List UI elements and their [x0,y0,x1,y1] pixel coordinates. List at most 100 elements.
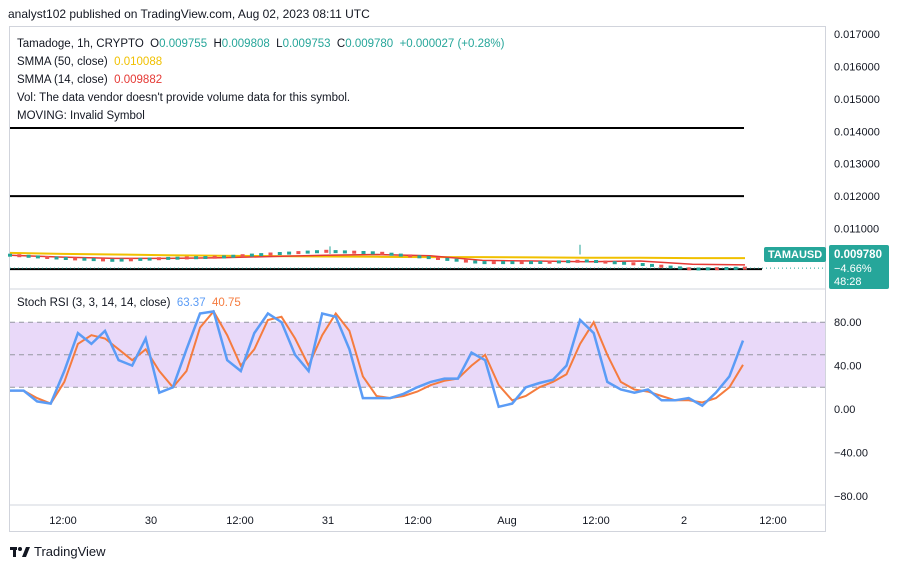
candle [584,259,589,263]
candle [240,254,245,258]
candle [705,267,710,271]
candle [361,251,366,254]
high-label: H [213,38,222,50]
price-axis-tick: 0.015000 [834,94,880,106]
candle [45,256,50,259]
candle [82,257,87,261]
candle [26,254,31,258]
candle [147,257,152,261]
candle [101,258,105,262]
candle [138,257,143,261]
candle [463,259,468,263]
price-badge-change: −4.66% [834,263,872,275]
time-axis-tick: Aug [497,515,517,527]
candle [352,250,357,254]
candle [454,258,459,262]
smma50-value: 0.010088 [114,56,163,68]
stoch-axis-tick: 40.00 [834,361,862,373]
candle [622,261,627,265]
main-legend: Tamadoge, 1h, CRYPTO O0.009755 H0.009808… [17,35,504,125]
ticker-badge-text: TAMAUSD [768,249,822,261]
candle [184,256,189,260]
candle [287,251,292,255]
candle [556,260,561,264]
change-value: +0.000027 (+0.28%) [399,38,505,50]
candle [212,255,217,259]
candle [259,253,264,257]
candle [268,252,273,256]
candle [119,258,124,262]
candle [389,252,394,256]
price-axis-tick: 0.013000 [834,159,880,171]
price-axis-tick: 0.016000 [834,61,880,73]
candle [203,256,208,259]
time-axis-tick: 30 [145,515,157,527]
candle [650,263,654,267]
volume-row: Vol: The data vendor doesn't provide vol… [17,92,351,104]
time-axis-tick: 12:00 [759,515,787,527]
candle [91,258,96,262]
candle [538,261,543,264]
candle [305,250,310,254]
candle [324,249,329,253]
chart-frame [9,26,826,532]
candle [54,256,59,260]
time-axis-tick: 12:00 [49,515,77,527]
candle [398,253,403,257]
candle [194,256,199,260]
symbol-label[interactable]: Tamadoge, 1h, CRYPTO [17,38,144,50]
candle [426,256,431,260]
candle [677,266,682,270]
candle [519,261,524,265]
smma14-value: 0.009882 [114,74,163,86]
open-label: O [150,38,160,50]
price-axis-tick: 0.017000 [834,29,880,41]
price-axis-tick: 0.014000 [834,126,880,138]
time-axis-tick: 12:00 [226,515,254,527]
ticker-badge [764,247,826,262]
stoch-axis-tick: 80.00 [834,317,862,329]
candle [333,250,338,254]
ohlc-row: Tamadoge, 1h, CRYPTO O0.009755 H0.009808… [17,35,504,53]
smma50-row[interactable]: SMMA (50, close) 0.010088 [17,53,504,71]
candle [603,260,608,264]
candle [249,253,254,257]
stoch-axis-tick: −80.00 [834,491,868,503]
candle [110,258,115,262]
candle [156,257,161,261]
candle [445,257,450,261]
candle [277,252,282,255]
candle [175,256,180,260]
candle [529,261,533,265]
candle [370,251,375,255]
candle [417,255,422,259]
stoch-d-value: 40.75 [211,297,241,309]
smma14-row[interactable]: SMMA (14, close) 0.009882 [17,71,504,89]
candle [612,261,617,265]
price-axis-tick: 0.011000 [834,224,879,236]
stoch-legend[interactable]: Stoch RSI (3, 3, 14, 14, close) 63.37 40… [17,297,241,309]
footer-brand[interactable]: TradingView [10,544,106,559]
candle [436,257,440,260]
time-axis-tick: 12:00 [404,515,432,527]
price-badge [829,245,889,289]
candle [696,267,701,271]
stoch-k-line [10,309,745,409]
candle [687,267,692,271]
candle [296,251,301,255]
candle [659,264,664,268]
time-axis-tick: 12:00 [582,515,610,527]
stoch-k-value: 63.37 [176,297,206,309]
stoch-label: Stoch RSI (3, 3, 14, 14, close) [17,297,171,309]
moving-row: MOVING: Invalid Symbol [17,110,145,122]
high-value: 0.009808 [221,38,270,50]
candle [594,260,599,263]
candle [408,254,413,258]
candle [380,251,385,255]
candle [73,257,78,261]
stoch-d-line [10,309,744,405]
open-value: 0.009755 [159,38,208,50]
low-value: 0.009753 [282,38,331,50]
candle [231,254,236,258]
